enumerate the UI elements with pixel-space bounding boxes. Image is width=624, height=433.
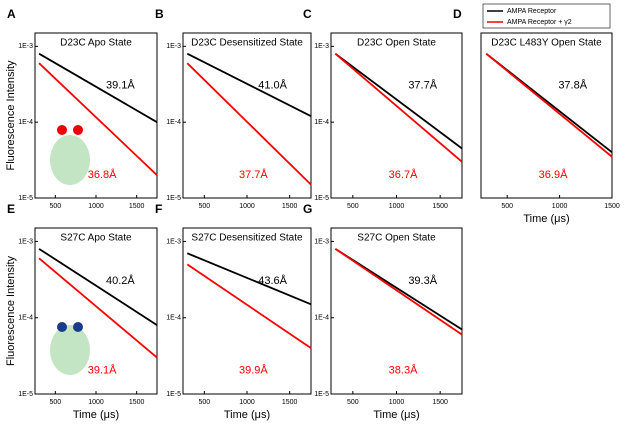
plot-frame [480,32,613,199]
x-tick-label: 1500 [432,399,448,406]
x-tick-label: 500 [347,203,359,210]
panel-title: D23C Desensitized State [191,38,303,49]
panel-title: S27C Apo State [60,233,132,244]
y-tick-label: 1E-5 [18,195,33,202]
y-tick-label: 1E-3 [314,238,329,245]
legend-box [482,3,611,29]
panel-title: S27C Desensitized State [191,233,303,244]
y-tick-label: 1E-4 [314,119,329,126]
distance-label: 41.0Å [258,79,287,92]
panel-title: D23C Open State [357,38,436,49]
distance-label: 43.6Å [258,274,287,287]
distance-label: 37.8Å [558,79,587,92]
x-tick-label: 500 [198,203,210,210]
distance-label: 39.1Å [106,79,135,92]
y-tick-label: 1E-3 [166,238,181,245]
panel-title: D23C Apo State [60,38,132,49]
panel-label: D [453,7,462,21]
y-tick-label: 1E-3 [18,238,33,245]
panel-label: B [155,7,164,21]
panel-label: E [7,202,15,216]
y-tick-label: 1E-4 [166,119,181,126]
fit-line [334,52,463,150]
panel-label: C [303,7,312,21]
x-tick-label: 1000 [88,399,104,406]
x-axis-label: Time (μs) [73,409,119,421]
panel-title: D23C L483Y Open State [491,38,602,49]
x-tick-label: 500 [49,399,61,406]
fit-line [186,62,312,186]
fit-line [186,252,312,306]
x-tick-label: 1500 [129,203,145,210]
x-tick-label: 500 [347,399,359,406]
y-axis-label: Fluorescence Intensity [5,60,17,171]
x-tick-label: 500 [49,203,61,210]
fit-line [334,248,463,336]
distance-label: 38.3Å [389,364,418,377]
x-tick-label: 1000 [552,203,568,210]
distance-label: 36.9Å [539,168,568,181]
distance-label: 36.8Å [88,168,117,181]
legend-entry: AMPA Receptor [507,8,557,15]
y-tick-label: 1E-3 [18,43,33,50]
x-tick-label: 1500 [282,203,298,210]
x-tick-label: 1000 [389,399,405,406]
fit-line [38,248,158,326]
x-tick-label: 1000 [389,203,405,210]
x-axis-label: Time (μs) [373,409,419,421]
y-axis-label: Fluorescence Intensity [5,255,17,366]
panel-label: F [155,202,162,216]
y-tick-label: 1E-5 [166,391,181,398]
y-tick-label: 1E-5 [166,195,181,202]
fit-line [38,62,158,176]
panel-title: S27C Open State [357,233,436,244]
fit-line [38,52,158,123]
y-tick-label: 1E-4 [18,315,33,322]
distance-label: 37.7Å [408,79,437,92]
y-tick-label: 1E-3 [314,43,329,50]
x-tick-label: 1500 [432,203,448,210]
x-tick-label: 500 [198,399,210,406]
fit-line [186,52,312,117]
y-tick-label: 1E-5 [314,195,329,202]
panel-label: A [7,7,16,21]
protein-icon [50,125,90,375]
y-tick-label: 1E-4 [18,119,33,126]
x-tick-label: 1500 [129,399,145,406]
distance-label: 37.7Å [239,168,268,181]
distance-label: 40.2Å [106,274,135,287]
fit-line [38,257,158,359]
x-tick-label: 500 [501,203,513,210]
panel-label: G [303,202,312,216]
y-tick-label: 1E-4 [166,315,181,322]
x-tick-label: 1500 [604,203,620,210]
x-tick-label: 1000 [239,399,255,406]
fit-line [186,263,312,349]
fit-line [334,53,463,163]
x-axis-label: Time (μs) [523,213,569,225]
distance-label: 39.9Å [239,364,268,377]
y-tick-label: 1E-3 [166,43,181,50]
distance-label: 36.7Å [389,168,418,181]
distance-label: 39.1Å [88,364,117,377]
x-tick-label: 1500 [282,399,298,406]
y-tick-label: 1E-5 [18,391,33,398]
y-tick-label: 1E-5 [314,391,329,398]
x-axis-label: Time (μs) [224,409,270,421]
fit-line [485,53,613,158]
x-tick-label: 1000 [88,203,104,210]
x-tick-label: 1000 [239,203,255,210]
y-tick-label: 1E-4 [314,315,329,322]
distance-label: 39.3Å [408,274,437,287]
legend-entry: AMPA Receptor + γ2 [507,19,572,26]
